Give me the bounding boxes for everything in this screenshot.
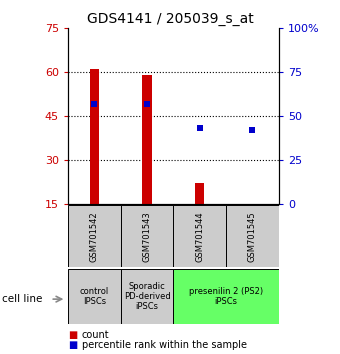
Text: cell line: cell line xyxy=(2,294,42,304)
Bar xyxy=(68,269,121,324)
Text: GSM701545: GSM701545 xyxy=(248,211,257,262)
Bar xyxy=(90,69,99,204)
Bar xyxy=(226,205,279,267)
Text: GSM701543: GSM701543 xyxy=(142,211,152,262)
Bar xyxy=(173,269,279,324)
Text: presenilin 2 (PS2)
iPSCs: presenilin 2 (PS2) iPSCs xyxy=(189,287,263,306)
Text: GSM701544: GSM701544 xyxy=(195,211,204,262)
Bar xyxy=(195,183,204,204)
Text: Sporadic
PD-derived
iPSCs: Sporadic PD-derived iPSCs xyxy=(124,281,170,312)
Bar xyxy=(173,205,226,267)
Bar xyxy=(121,269,173,324)
Text: control
IPSCs: control IPSCs xyxy=(80,287,109,306)
Bar xyxy=(142,75,152,204)
Text: percentile rank within the sample: percentile rank within the sample xyxy=(82,340,246,350)
Text: ■: ■ xyxy=(68,340,77,350)
Text: count: count xyxy=(82,330,109,339)
Text: GSM701542: GSM701542 xyxy=(90,211,99,262)
Bar xyxy=(121,205,173,267)
Bar xyxy=(68,205,121,267)
Text: ■: ■ xyxy=(68,330,77,339)
Text: GDS4141 / 205039_s_at: GDS4141 / 205039_s_at xyxy=(87,12,253,27)
